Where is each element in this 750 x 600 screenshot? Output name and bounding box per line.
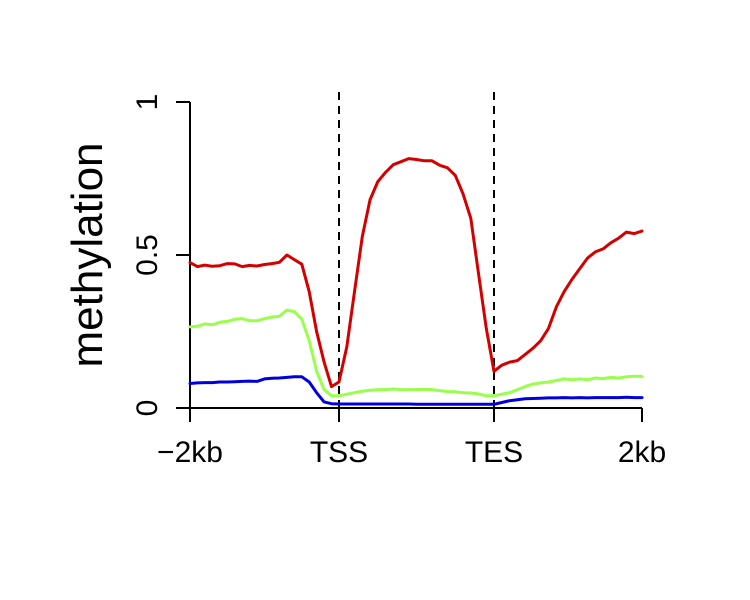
- y-tick-label-1: 0.5: [131, 234, 164, 276]
- boundary-markers: [338, 92, 495, 408]
- series-line-2: [188, 375, 644, 406]
- y-tick-label-0: 0: [131, 400, 164, 417]
- x-tick-label-1: TSS: [310, 436, 368, 469]
- series-line-0: [188, 157, 644, 389]
- series-group: [188, 157, 644, 406]
- y-axis-label: methylation: [63, 142, 112, 367]
- y-tick-label-2: 1: [131, 94, 164, 111]
- series-line-1: [188, 308, 644, 398]
- x-tick-label-2: TES: [465, 436, 523, 469]
- axes-group: 0 0.5 1 −2kb TSS TES 2kb: [131, 94, 666, 469]
- x-tick-label-3: 2kb: [618, 436, 666, 469]
- x-tick-label-0: −2kb: [157, 436, 223, 469]
